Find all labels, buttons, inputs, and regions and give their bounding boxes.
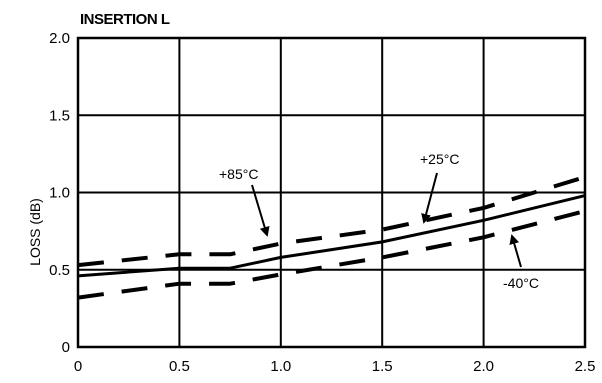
- y-tick-label: 0: [62, 339, 70, 356]
- annotation-minus40c: -40°C: [503, 275, 539, 291]
- x-tick-label: 1.0: [270, 358, 291, 375]
- series-line-85c: [77, 175, 586, 268]
- annotation-85c: +85°C: [219, 166, 258, 182]
- plot-frame: [76, 36, 587, 349]
- x-tick-label: 2.5: [575, 358, 596, 375]
- y-tick-label: 2.0: [49, 30, 70, 47]
- x-tick-label: 2.0: [473, 358, 494, 375]
- x-tick-label: 1.5: [372, 358, 393, 375]
- grid: [77, 37, 586, 348]
- y-tick-label: 1.0: [49, 185, 70, 202]
- y-axis-ticks: 0 0.5 1.0 1.5 2.0: [49, 30, 70, 356]
- x-tick-label: 0: [74, 358, 82, 375]
- annotation-85c-arrow: [251, 184, 270, 237]
- x-tick-label: 0.5: [169, 358, 190, 375]
- series-layer: [77, 175, 586, 300]
- annotation-25c: +25°C: [420, 151, 459, 167]
- plot-border: [76, 36, 587, 349]
- x-axis-ticks: 0 0.5 1.0 1.5 2.0 2.5: [74, 358, 596, 375]
- chart-title: INSERTION L: [80, 11, 170, 28]
- y-axis-label: LOSS (dB): [27, 198, 43, 266]
- y-tick-label: 0.5: [49, 262, 70, 279]
- y-tick-label: 1.5: [49, 107, 70, 124]
- series-line-40c: [77, 209, 586, 300]
- annotation-minus40c-arrow: [509, 234, 522, 268]
- series-line-25c: [77, 194, 586, 278]
- annotation-25c-arrow: [421, 172, 438, 224]
